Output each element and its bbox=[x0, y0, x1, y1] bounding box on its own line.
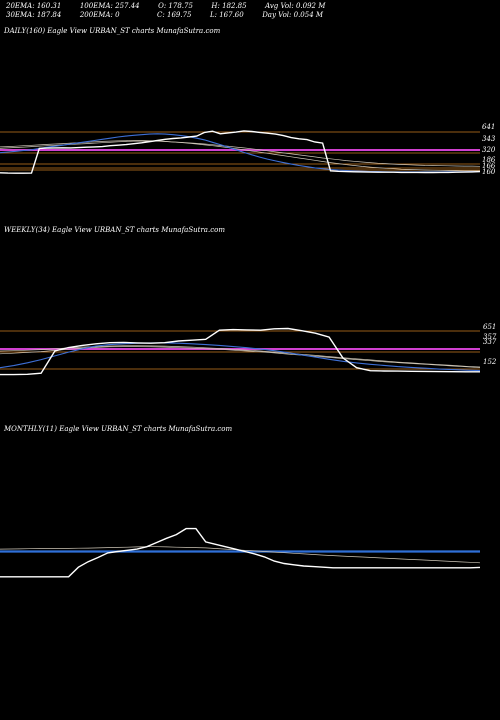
monthly-panel-title: MONTHLY(11) Eagle View URBAN_ST charts M… bbox=[4, 425, 233, 433]
indicator-row-1: 20EMA: 160.31 100EMA: 257.44 O: 178.75 H… bbox=[6, 2, 325, 11]
open-label: O: bbox=[158, 2, 167, 10]
ema20-label: 20EMA: bbox=[6, 2, 35, 10]
avg-vol-label: Avg Vol: bbox=[265, 2, 294, 10]
daily-panel-title: DAILY(160) Eagle View URBAN_ST charts Mu… bbox=[4, 27, 221, 35]
indicator-row-2: 30EMA: 187.84 200EMA: 0 C: 169.75 L: 167… bbox=[6, 11, 325, 20]
close-value: 169.75 bbox=[167, 11, 192, 19]
weekly-right-label: 651 bbox=[483, 323, 496, 331]
weekly-right-label: 357 bbox=[483, 333, 497, 341]
daily-right-label: 641 bbox=[482, 123, 495, 131]
low-label: L: bbox=[209, 11, 217, 19]
ema100-label: 100EMA: bbox=[79, 2, 113, 10]
daily-ema-light-line bbox=[0, 140, 481, 167]
monthly-ema-light-line bbox=[0, 546, 481, 564]
indicator-header: 20EMA: 160.31 100EMA: 257.44 O: 178.75 H… bbox=[6, 2, 325, 20]
close-label: C: bbox=[157, 11, 165, 19]
high-label: H: bbox=[211, 2, 220, 10]
daily-right-label: 320 bbox=[482, 146, 496, 154]
weekly-right-label: 152 bbox=[483, 358, 497, 366]
ema200-value: 0 bbox=[115, 11, 120, 19]
open-value: 178.75 bbox=[168, 2, 193, 10]
monthly-price-line bbox=[0, 527, 481, 578]
daily-right-label: 186 bbox=[482, 156, 496, 164]
weekly-right-label: 337 bbox=[483, 338, 497, 346]
ema20-value: 160.31 bbox=[36, 2, 62, 10]
weekly-price-line bbox=[0, 327, 480, 376]
ema200-label: 200EMA: bbox=[79, 11, 113, 19]
weekly-ema-slow-line bbox=[0, 345, 481, 368]
ema30-value: 187.84 bbox=[36, 11, 62, 19]
daily-ema-slow-line bbox=[0, 140, 480, 172]
daily-right-label: 166 bbox=[482, 162, 496, 170]
ema30-label: 30EMA: bbox=[6, 11, 35, 19]
weekly-ema-fast-line bbox=[0, 342, 481, 372]
daily-right-label: 160 bbox=[482, 168, 496, 176]
day-vol-value: 0.054 M bbox=[293, 11, 324, 19]
day-vol-label: Day Vol: bbox=[262, 11, 292, 19]
weekly-ema-light-line bbox=[0, 346, 481, 369]
high-value: 182.85 bbox=[222, 2, 247, 10]
daily-right-label: 343 bbox=[482, 135, 496, 143]
avg-vol-value: 0.092 M bbox=[295, 2, 326, 10]
monthly-panel bbox=[0, 527, 481, 578]
ema100-value: 257.44 bbox=[115, 2, 140, 10]
low-value: 167.60 bbox=[219, 11, 244, 19]
daily-price-line bbox=[0, 130, 481, 174]
weekly-panel-title: WEEKLY(34) Eagle View URBAN_ST charts Mu… bbox=[4, 226, 225, 234]
